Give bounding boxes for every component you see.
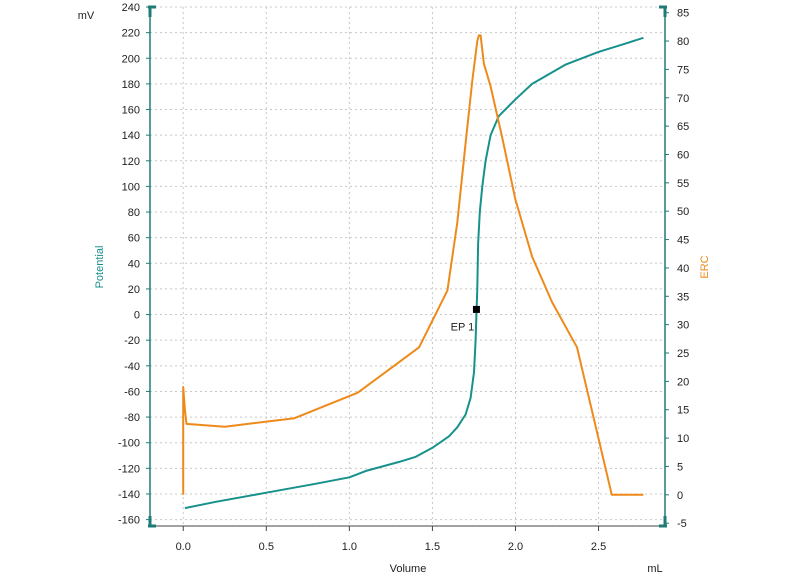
- left-tick-label: -60: [124, 386, 140, 398]
- right-tick-label: 75: [677, 64, 689, 76]
- x-tick-label: 2.5: [591, 541, 606, 553]
- x-tick-label: 0.5: [259, 541, 274, 553]
- right-tick-label: 80: [677, 36, 689, 48]
- right-tick-label: 20: [677, 376, 689, 388]
- left-tick-label: -100: [118, 438, 140, 450]
- left-tick-label: 100: [122, 181, 140, 193]
- left-axis-title: Potential: [94, 246, 106, 289]
- right-tick-label: 15: [677, 405, 689, 417]
- annotations: EP 1: [451, 305, 480, 333]
- axis-top-bracket: [659, 5, 667, 17]
- left-tick-label: 180: [122, 79, 140, 91]
- left-tick-label: 20: [128, 284, 140, 296]
- right-axis-title: ERC: [699, 255, 711, 278]
- right-tick-label: 40: [677, 263, 689, 275]
- right-tick-label: 85: [677, 8, 689, 20]
- left-tick-label: -120: [118, 463, 140, 475]
- left-tick-label: -20: [124, 335, 140, 347]
- right-tick-label: 10: [677, 433, 689, 445]
- x-axis-unit: mL: [647, 563, 662, 575]
- right-tick-label: 65: [677, 121, 689, 133]
- series-line-potential: [184, 36, 644, 510]
- left-tick-label: -140: [118, 489, 140, 501]
- left-tick-label: 140: [122, 130, 140, 142]
- left-tick-label: -80: [124, 412, 140, 424]
- endpoint-label: EP 1: [451, 321, 475, 333]
- left-tick-label: -40: [124, 361, 140, 373]
- axis-bottom-bracket: [148, 516, 156, 528]
- right-tick-label: 25: [677, 348, 689, 360]
- left-tick-label: 40: [128, 258, 140, 270]
- x-tick-label: 2.0: [508, 541, 523, 553]
- axes: 240220200180160140120100806040200-20-40-…: [118, 2, 689, 553]
- x-tick-label: 1.5: [425, 541, 440, 553]
- axis-top-bracket: [148, 5, 156, 17]
- right-tick-label: 35: [677, 291, 689, 303]
- x-tick-label: 0.0: [176, 541, 191, 553]
- right-tick-label: 30: [677, 320, 689, 332]
- axis-bottom-bracket: [659, 516, 667, 528]
- left-tick-label: 80: [128, 207, 140, 219]
- right-tick-label: -5: [677, 518, 687, 530]
- x-axis-title: Volume: [390, 563, 427, 575]
- left-axis-unit: mV: [78, 10, 95, 22]
- left-tick-label: 220: [122, 28, 140, 40]
- left-tick-label: 60: [128, 233, 140, 245]
- left-tick-label: 200: [122, 53, 140, 65]
- right-tick-label: 60: [677, 149, 689, 161]
- right-tick-label: 5: [677, 461, 683, 473]
- left-tick-label: 0: [134, 310, 140, 322]
- left-tick-label: 120: [122, 156, 140, 168]
- series-layer: [182, 34, 644, 510]
- x-tick-label: 1.0: [342, 541, 357, 553]
- right-tick-label: 45: [677, 235, 689, 247]
- left-tick-label: -160: [118, 515, 140, 527]
- series-line-erc: [182, 34, 644, 496]
- right-tick-label: 50: [677, 206, 689, 218]
- endpoint-marker: [472, 305, 480, 313]
- right-tick-label: 55: [677, 178, 689, 190]
- left-tick-label: 240: [122, 2, 140, 14]
- left-tick-label: 160: [122, 105, 140, 117]
- grid: [150, 6, 665, 526]
- right-tick-label: 70: [677, 93, 689, 105]
- right-tick-label: 0: [677, 490, 683, 502]
